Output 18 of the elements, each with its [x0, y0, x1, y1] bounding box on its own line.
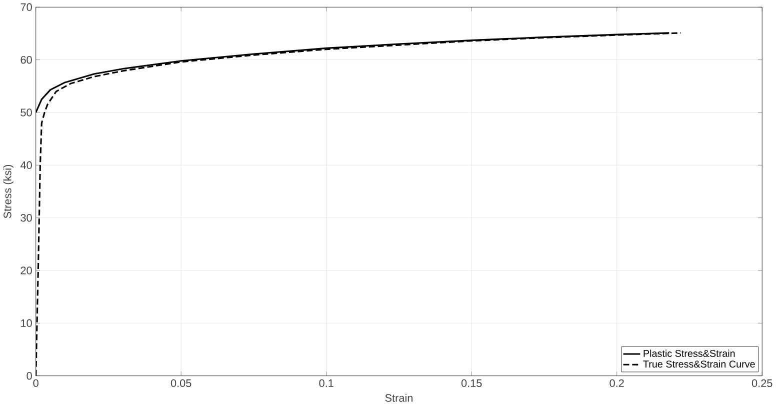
legend-label: Plastic Stress&Strain: [644, 350, 735, 357]
y-axis-title: Stress (ksi): [3, 164, 14, 218]
y-tick-label: 20: [20, 266, 32, 274]
x-tick-label: 0.25: [752, 379, 772, 387]
y-tick-label: 10: [21, 319, 32, 327]
y-tick-label: 60: [20, 56, 32, 64]
y-tick-label: 50: [20, 108, 32, 116]
x-tick-label: 0.2: [610, 379, 624, 387]
x-tick-label: 0: [33, 379, 38, 387]
x-tick-label: 0.05: [170, 379, 192, 387]
x-tick-label: 0.15: [461, 379, 482, 387]
y-tick-label: 40: [20, 161, 32, 169]
y-tick-label: 30: [20, 214, 32, 222]
x-axis-title: Strain: [385, 394, 412, 402]
y-tick-label: 70: [20, 3, 32, 11]
legend-label: True Stress&Strain Curve: [643, 360, 755, 368]
x-tick-label: 0.1: [319, 379, 334, 387]
y-tick-label: 0: [26, 372, 32, 380]
